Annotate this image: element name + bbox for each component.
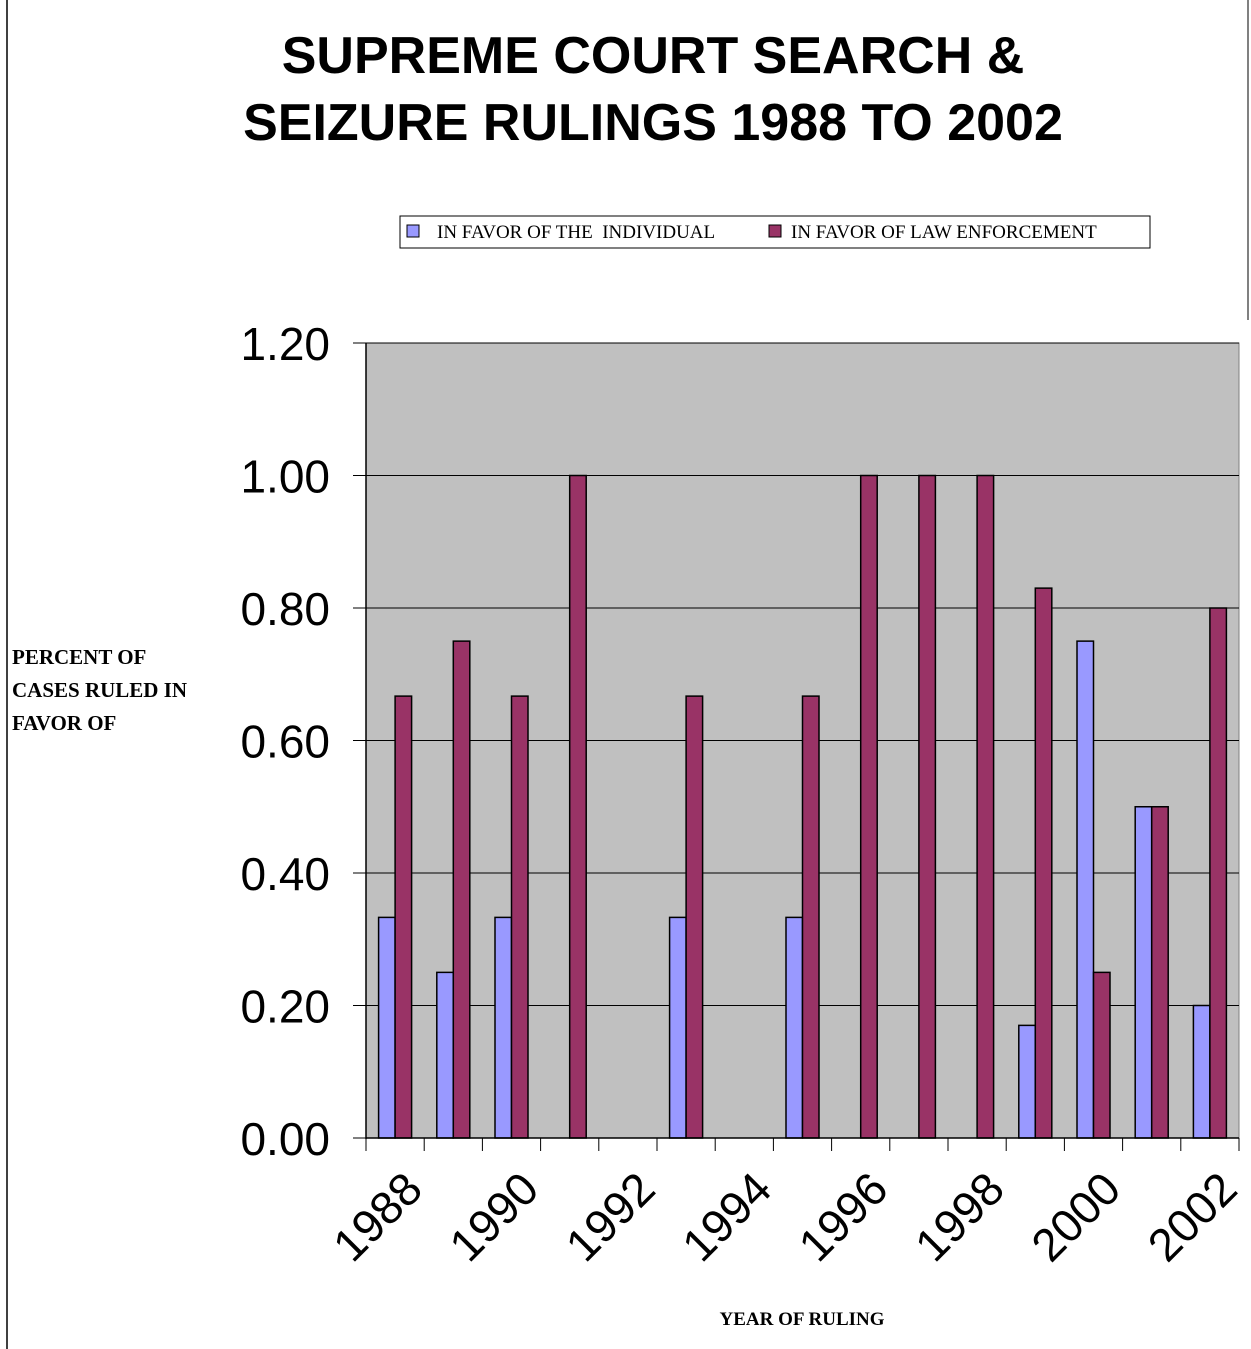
x-tick-label: 1992 (556, 1162, 665, 1271)
bar-law-enforcement-1999 (1034, 587, 1053, 1139)
bar-law-enforcement-2001 (1150, 806, 1169, 1139)
y-tick-labels: 0.00 0.20 0.40 0.60 0.80 1.00 1.20 (240, 318, 330, 1165)
x-tick-label: 1990 (439, 1162, 548, 1271)
bar-law-enforcement-2000 (1092, 971, 1111, 1139)
bar-individual-1990 (494, 916, 513, 1139)
bar-individual-2002 (1192, 1004, 1211, 1139)
bar-individual-1988 (377, 916, 396, 1139)
bar-individual-1989 (436, 971, 455, 1139)
chart-title-line-2: SEIZURE RULINGS 1988 TO 2002 (243, 94, 1063, 152)
y-tick-label: 1.20 (240, 318, 330, 370)
legend-label-law-enforcement: IN FAVOR OF LAW ENFORCEMENT (791, 222, 1097, 243)
legend-swatch-law-enforcement (768, 224, 782, 238)
y-tick-label: 0.40 (240, 848, 330, 900)
bar-law-enforcement-1988 (394, 695, 413, 1139)
bar-law-enforcement-1995 (801, 695, 820, 1139)
axes (353, 342, 1240, 1151)
y-tick-label: 0.80 (240, 583, 330, 635)
bar-law-enforcement-1998 (976, 474, 995, 1139)
x-tick-label: 1988 (323, 1162, 432, 1271)
bars (377, 474, 1228, 1139)
bar-law-enforcement-1989 (452, 640, 471, 1139)
x-tick-label: 1994 (672, 1162, 781, 1271)
y-axis-label-line-1: PERCENT OF (12, 645, 146, 669)
chart-title-line-1: SUPREME COURT SEARCH & (282, 27, 1025, 85)
bar-law-enforcement-1997 (918, 474, 937, 1139)
legend-label-individual: IN FAVOR OF THE INDIVIDUAL (437, 222, 715, 243)
x-axis-label: YEAR OF RULING (719, 1309, 884, 1330)
legend-swatch-individual (406, 224, 420, 238)
bar-individual-2001 (1134, 806, 1153, 1139)
x-tick-label: 2002 (1138, 1162, 1247, 1271)
bar-individual-1999 (1018, 1024, 1037, 1139)
x-tick-label: 1998 (905, 1162, 1014, 1271)
y-tick-label: 0.60 (240, 716, 330, 768)
y-axis-label-line-2: CASES RULED IN (12, 678, 187, 702)
legend: IN FAVOR OF THE INDIVIDUAL IN FAVOR OF L… (399, 215, 1151, 249)
y-tick-label: 0.20 (240, 981, 330, 1033)
bar-law-enforcement-2002 (1209, 607, 1228, 1139)
bar-law-enforcement-1991 (568, 474, 587, 1139)
y-axis-label: PERCENT OF CASES RULED IN FAVOR OF (12, 645, 187, 735)
bar-law-enforcement-1996 (859, 474, 878, 1139)
x-tick-label: 2000 (1021, 1162, 1130, 1271)
bar-law-enforcement-1993 (685, 695, 704, 1139)
bar-individual-2000 (1076, 640, 1095, 1139)
bar-individual-1995 (785, 916, 804, 1139)
bar-individual-1993 (668, 916, 687, 1139)
y-tick-label: 0.00 (240, 1113, 330, 1165)
bar-law-enforcement-1990 (510, 695, 529, 1139)
x-tick-label: 1996 (788, 1162, 897, 1271)
y-tick-label: 1.00 (240, 451, 330, 503)
y-axis-label-line-3: FAVOR OF (12, 711, 116, 735)
x-tick-labels: 1988 1990 1992 1994 1996 1998 2000 2002 (323, 1162, 1247, 1271)
